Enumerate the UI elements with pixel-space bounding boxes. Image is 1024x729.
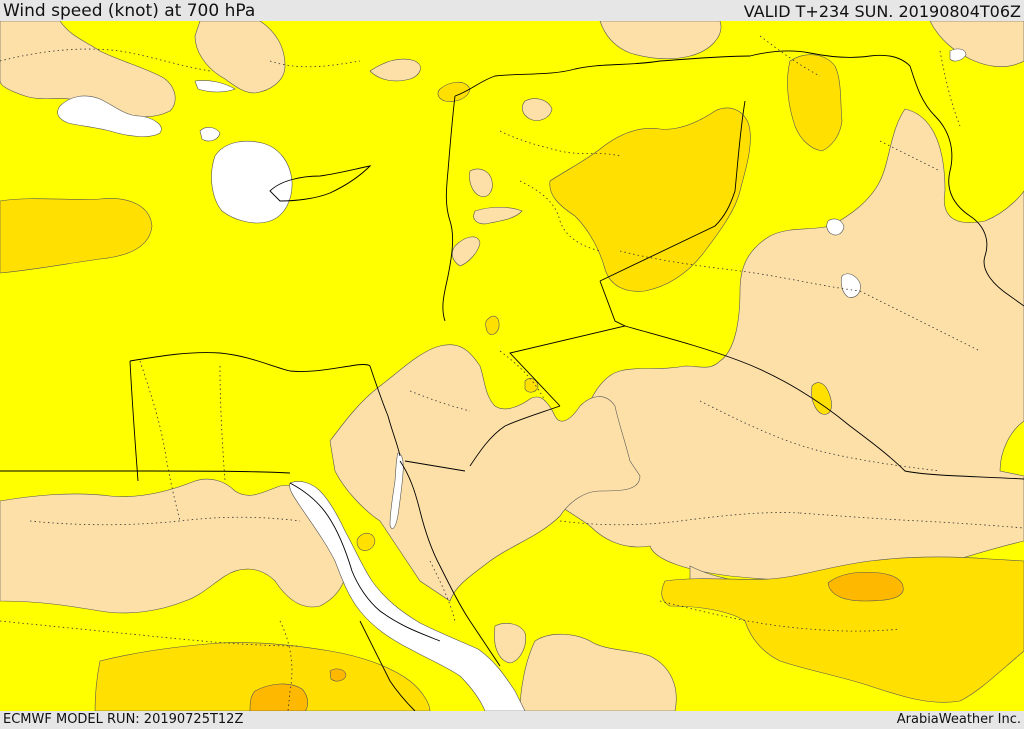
internal-boundaries (0, 35, 1024, 711)
orange-zones (249, 572, 904, 711)
tan-zones (0, 21, 1024, 711)
national-borders (0, 50, 1024, 711)
credit-label: ArabiaWeather Inc. (896, 712, 1021, 727)
map-title: Wind speed (knot) at 700 hPa (3, 1, 256, 21)
wind-speed-map (0, 21, 1024, 711)
footer-bar: ECMWF MODEL RUN: 20190725T12Z ArabiaWeat… (0, 711, 1024, 729)
calm-zones (57, 48, 967, 711)
model-run-label: ECMWF MODEL RUN: 20190725T12Z (3, 712, 244, 727)
valid-time: VALID T+234 SUN. 20190804T06Z (743, 2, 1021, 21)
header-bar: Wind speed (knot) at 700 hPa VALID T+234… (0, 0, 1024, 21)
